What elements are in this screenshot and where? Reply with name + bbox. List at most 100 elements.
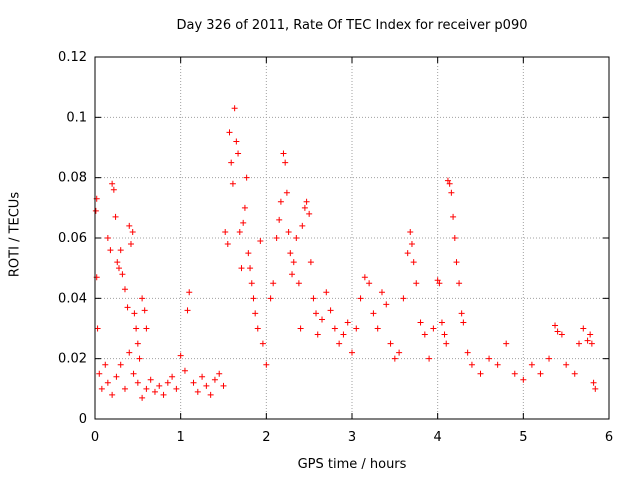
data-points bbox=[92, 105, 599, 401]
data-point bbox=[336, 340, 343, 347]
y-tick-label: 0.02 bbox=[58, 352, 87, 367]
data-point bbox=[451, 235, 458, 241]
data-point bbox=[126, 349, 133, 356]
data-point bbox=[134, 340, 141, 347]
data-point bbox=[228, 159, 235, 166]
data-point bbox=[211, 376, 218, 383]
data-point bbox=[121, 286, 128, 293]
data-point bbox=[254, 325, 261, 332]
y-tick-label: 0.04 bbox=[58, 291, 87, 306]
data-point bbox=[290, 259, 297, 266]
data-point bbox=[340, 331, 347, 338]
data-point bbox=[366, 280, 373, 287]
data-point bbox=[486, 355, 493, 362]
data-point bbox=[319, 316, 326, 323]
grid bbox=[95, 57, 609, 419]
data-point bbox=[434, 277, 441, 284]
data-point bbox=[282, 159, 289, 166]
data-point bbox=[220, 382, 227, 389]
data-point bbox=[438, 319, 445, 326]
data-point bbox=[295, 280, 302, 287]
data-point bbox=[235, 150, 242, 157]
x-tick-label: 1 bbox=[177, 430, 185, 445]
data-point bbox=[353, 325, 360, 332]
data-point bbox=[115, 265, 122, 272]
data-point bbox=[293, 235, 300, 241]
data-point bbox=[257, 238, 264, 245]
data-point bbox=[307, 259, 314, 266]
data-point bbox=[552, 322, 559, 329]
data-point bbox=[117, 247, 124, 254]
data-point bbox=[587, 331, 594, 338]
data-point bbox=[443, 340, 450, 347]
data-point bbox=[222, 228, 229, 235]
data-point bbox=[283, 189, 290, 196]
data-point bbox=[580, 325, 587, 332]
data-point bbox=[107, 247, 114, 254]
data-point bbox=[349, 349, 355, 356]
data-point bbox=[143, 385, 150, 392]
data-point bbox=[299, 222, 306, 229]
data-point bbox=[441, 331, 448, 338]
data-point bbox=[277, 198, 284, 205]
data-point bbox=[450, 213, 457, 220]
data-point bbox=[430, 325, 437, 332]
data-point bbox=[250, 295, 257, 302]
data-point bbox=[231, 105, 238, 112]
data-point bbox=[134, 379, 141, 386]
data-point bbox=[306, 210, 313, 217]
data-point bbox=[104, 235, 111, 241]
x-tick-label: 4 bbox=[434, 430, 442, 445]
data-point bbox=[464, 349, 471, 356]
data-point bbox=[267, 295, 274, 302]
data-point bbox=[361, 274, 368, 281]
data-point bbox=[387, 340, 394, 347]
data-point bbox=[448, 189, 455, 196]
data-point bbox=[263, 361, 270, 368]
y-tick-label: 0.1 bbox=[66, 110, 87, 125]
y-tick-label: 0.12 bbox=[58, 50, 87, 65]
data-point bbox=[245, 250, 252, 257]
data-point bbox=[554, 328, 561, 335]
data-point bbox=[124, 304, 131, 311]
data-point bbox=[117, 361, 124, 368]
data-point bbox=[131, 310, 138, 317]
data-point bbox=[259, 340, 266, 347]
data-point bbox=[143, 325, 150, 332]
data-point bbox=[226, 129, 233, 136]
data-point bbox=[110, 186, 117, 193]
data-point bbox=[240, 219, 247, 226]
data-point bbox=[113, 373, 120, 380]
data-point bbox=[370, 310, 377, 317]
data-point bbox=[169, 373, 176, 380]
data-point bbox=[112, 213, 119, 220]
data-point bbox=[133, 325, 140, 332]
data-point bbox=[314, 331, 321, 338]
data-point bbox=[98, 385, 105, 392]
data-point bbox=[494, 361, 501, 368]
data-point bbox=[236, 228, 243, 235]
data-point bbox=[503, 340, 510, 347]
data-point bbox=[252, 310, 259, 317]
data-point bbox=[400, 295, 407, 302]
data-point bbox=[468, 361, 475, 368]
data-point bbox=[444, 177, 451, 184]
data-point bbox=[96, 370, 103, 377]
data-point bbox=[413, 280, 420, 287]
data-point bbox=[273, 235, 280, 241]
data-point bbox=[520, 376, 527, 383]
data-point bbox=[477, 370, 484, 377]
data-point bbox=[378, 289, 385, 296]
data-point bbox=[147, 376, 154, 383]
data-point bbox=[421, 331, 428, 338]
data-point bbox=[139, 394, 146, 401]
data-point bbox=[344, 319, 351, 326]
data-point bbox=[310, 295, 317, 302]
data-point bbox=[407, 228, 414, 235]
data-point bbox=[456, 280, 463, 287]
data-point bbox=[323, 289, 330, 296]
data-point bbox=[194, 388, 201, 395]
data-point bbox=[396, 349, 403, 356]
data-point bbox=[287, 250, 294, 257]
data-point bbox=[141, 307, 148, 314]
